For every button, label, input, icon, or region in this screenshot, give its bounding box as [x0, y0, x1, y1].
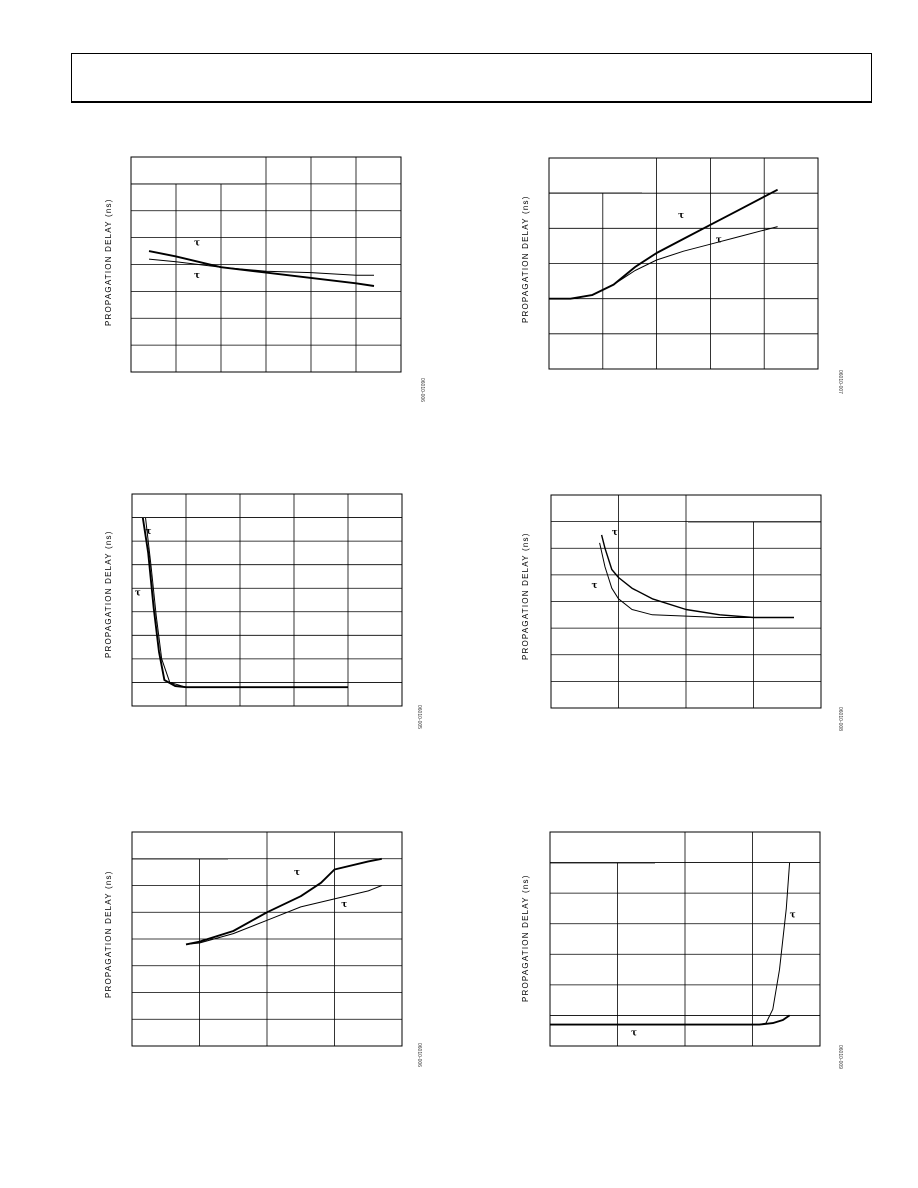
chart-2-series-2-label: τ [716, 235, 722, 245]
chart-4-series-1-line [600, 534, 794, 619]
chart-1-series-2-label: τ [194, 271, 200, 281]
chart-3-series-2-line [145, 517, 348, 688]
chart-3-series-1-label: τ [146, 527, 152, 537]
chart-6-series-2-label: τ [631, 1028, 637, 1038]
chart-4-series-1-label: τ [612, 528, 618, 538]
chart-4-series-2-label: τ [592, 581, 598, 591]
chart-6-series-1-label: τ [790, 911, 796, 921]
chart-5-series-2-label: τ [341, 900, 347, 910]
chart-2-series-1-label: τ [678, 211, 684, 221]
chart-1-series-1-label: τ [194, 239, 200, 249]
chart-6-ylabel: PROPAGATION DELAY (ns) [521, 874, 530, 1002]
chart-6-figure-id: 06010-009 [837, 1045, 843, 1069]
page-header-box [71, 53, 872, 103]
chart-5-series-2-line [185, 885, 382, 945]
chart-4-series-2-line [599, 542, 794, 618]
chart-5-series-1-label: τ [294, 868, 300, 878]
chart-1-series-2-line [148, 258, 374, 276]
chart-1-series-1-line [148, 250, 375, 287]
chart-5-series-1-line [185, 857, 382, 946]
chart-2-series-2-line [549, 226, 778, 300]
chart-6-series-2-line [550, 1014, 791, 1026]
chart-3-series-2-label: τ [135, 588, 141, 598]
chart-3-frame [131, 493, 403, 707]
chart-6-series-1-line [550, 862, 791, 1026]
